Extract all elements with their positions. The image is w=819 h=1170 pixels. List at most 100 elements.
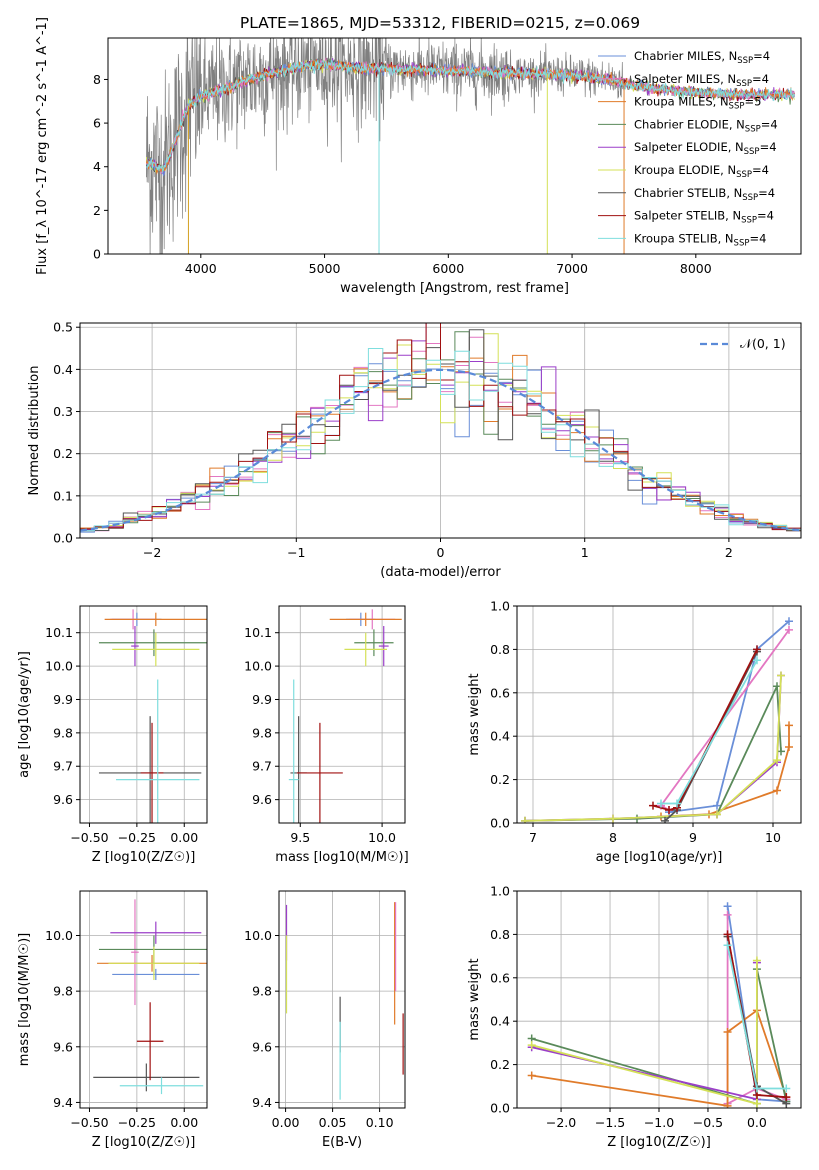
panel-residuals: 𝒩(0, 1) −2 −1 0 1 2 0.0 0.1 0.2 0.3 0.4 0.5 (data-mo… bbox=[27, 320, 802, 580]
legend-entry: Kroupa STELIB, NSSP=4 bbox=[634, 231, 766, 248]
errorbar-point bbox=[93, 1063, 200, 1092]
plot-area-mass-weight-vs-age bbox=[521, 617, 793, 823]
y-tick-label: 9.7 bbox=[252, 759, 272, 774]
y-tick-label: 1.0 bbox=[490, 884, 510, 899]
x-tick-label: 0.10 bbox=[366, 1115, 394, 1130]
y-axis-label: mass weight bbox=[467, 673, 482, 755]
y-tick-label: 10.1 bbox=[45, 625, 73, 640]
y-axis-label: mass weight bbox=[467, 958, 482, 1040]
y-axis-label: mass [log10(M/M☉)] bbox=[17, 933, 32, 1066]
mass-weight-marker bbox=[723, 930, 732, 939]
mass-weight-marker bbox=[752, 956, 761, 965]
mass-weight-marker bbox=[785, 625, 793, 634]
y-tick-label: 0.1 bbox=[53, 488, 73, 503]
x-tick-label: −0.5 bbox=[693, 1115, 723, 1130]
y-tick-label: 9.6 bbox=[252, 1039, 272, 1054]
mass-weight-marker bbox=[785, 721, 793, 730]
errorbar-point bbox=[108, 946, 200, 981]
errorbar-point bbox=[98, 629, 207, 657]
x-tick-label: −1.5 bbox=[595, 1115, 625, 1130]
legend-entry: Salpeter STELIB, NSSP=4 bbox=[634, 209, 774, 226]
legend-entry: Kroupa ELODIE, NSSP=4 bbox=[634, 163, 769, 180]
y-tick-label: 9.8 bbox=[252, 725, 272, 740]
x-axis-label: Z [log10(Z/Z☉)] bbox=[92, 850, 196, 865]
x-tick-label: −1.0 bbox=[644, 1115, 674, 1130]
mass-weight-marker bbox=[785, 743, 793, 752]
mass-weight-marker bbox=[753, 645, 761, 654]
x-tick-label: 10 bbox=[765, 830, 781, 845]
errorbar-point bbox=[110, 921, 202, 944]
y-tick-label: 1.0 bbox=[490, 599, 510, 614]
mass-weight-marker bbox=[665, 805, 673, 814]
y-tick-label: 9.6 bbox=[252, 792, 272, 807]
mass-weight-marker bbox=[782, 1084, 791, 1093]
y-tick-label: 10.0 bbox=[244, 928, 272, 943]
x-tick-label: −0.50 bbox=[70, 830, 108, 845]
x-tick-label: 0 bbox=[437, 545, 445, 560]
mass-weight-marker bbox=[723, 941, 732, 950]
figure-title: PLATE=1865, MJD=53312, FIBERID=0215, z=0… bbox=[240, 14, 640, 32]
mass-weight-marker bbox=[527, 1071, 536, 1080]
mass-weight-marker bbox=[753, 656, 761, 665]
y-tick-label: 0.4 bbox=[490, 1014, 510, 1029]
mass-weight-marker bbox=[673, 799, 681, 808]
legend-entry: Chabrier STELIB, NSSP=4 bbox=[634, 186, 775, 203]
errorbar-point bbox=[104, 612, 207, 627]
plot-area-spectrum bbox=[145, 38, 796, 254]
y-tick-label: 2 bbox=[93, 203, 101, 218]
errorbar-point bbox=[116, 679, 200, 823]
y-tick-label: 9.9 bbox=[53, 692, 73, 707]
y-tick-label: 9.8 bbox=[53, 984, 73, 999]
y-tick-label: 0.6 bbox=[490, 685, 510, 700]
errorbar-point bbox=[119, 1077, 204, 1095]
y-tick-label: 6 bbox=[93, 116, 101, 131]
mass-weight-marker bbox=[773, 786, 781, 795]
x-tick-label: −0.25 bbox=[118, 830, 156, 845]
x-tick-label: 1 bbox=[581, 545, 589, 560]
plot-area-mass-vs-ebv bbox=[285, 902, 404, 1100]
x-tick-label: 8000 bbox=[680, 261, 712, 276]
y-tick-label: 0.4 bbox=[490, 729, 510, 744]
errorbar-point bbox=[131, 626, 139, 667]
y-tick-label: 9.8 bbox=[53, 725, 73, 740]
y-tick-label: 0.8 bbox=[490, 927, 510, 942]
y-tick-label: 9.9 bbox=[252, 692, 272, 707]
x-tick-label: 0.00 bbox=[170, 830, 198, 845]
x-tick-label: 4000 bbox=[185, 261, 217, 276]
x-tick-label: 0.0 bbox=[747, 1115, 767, 1130]
errorbar-point bbox=[131, 899, 139, 1006]
mass-weight-marker bbox=[527, 1041, 536, 1050]
mass-weight-marker bbox=[657, 799, 665, 808]
mass-weight-marker bbox=[785, 617, 793, 626]
axes-frame bbox=[79, 890, 208, 1109]
mass-weight-marker bbox=[661, 816, 669, 823]
y-tick-label: 9.6 bbox=[53, 792, 73, 807]
residual-histogram-step bbox=[80, 348, 801, 538]
x-tick-label: 0.00 bbox=[170, 1115, 198, 1130]
mass-weight-marker bbox=[752, 1084, 761, 1093]
panel-mass-weight-vs-age: 7 8 9 10 0.0 0.2 0.4 0.6 0.8 1.0 age [log10(age/yr… bbox=[467, 599, 802, 865]
y-tick-label: 0.2 bbox=[490, 772, 510, 787]
mass-weight-marker bbox=[723, 1028, 732, 1037]
x-tick-label: 5000 bbox=[309, 261, 341, 276]
panel-age-vs-mass: 9.5 10.0 9.6 9.7 9.8 9.9 10.0 10.1 mass [log10(M… bbox=[244, 605, 409, 865]
mass-weight-marker bbox=[773, 756, 781, 765]
plot-area-age-vs-mass bbox=[288, 609, 402, 823]
y-tick-label: 0.5 bbox=[53, 320, 73, 335]
errorbar-point bbox=[344, 632, 387, 667]
mass-weight-marker bbox=[723, 902, 732, 911]
mass-weight-marker bbox=[752, 1099, 761, 1108]
axes-frame bbox=[516, 605, 802, 824]
mass-weight-marker bbox=[609, 814, 617, 823]
y-tick-label: 10.1 bbox=[244, 625, 272, 640]
x-tick-label: 7000 bbox=[556, 261, 588, 276]
y-tick-label: 10.0 bbox=[244, 659, 272, 674]
panel-mass-vs-z: −0.50 −0.25 0.00 9.4 9.6 9.8 10.0 Z [log10(Z/Z☉… bbox=[17, 890, 208, 1150]
mass-weight-marker bbox=[713, 801, 721, 810]
plot-area-age-vs-z bbox=[98, 609, 207, 823]
y-tick-label: 10.0 bbox=[45, 659, 73, 674]
y-tick-label: 10.0 bbox=[45, 928, 73, 943]
plot-area-mass-vs-z bbox=[93, 899, 207, 1095]
axes-frame bbox=[107, 37, 802, 255]
